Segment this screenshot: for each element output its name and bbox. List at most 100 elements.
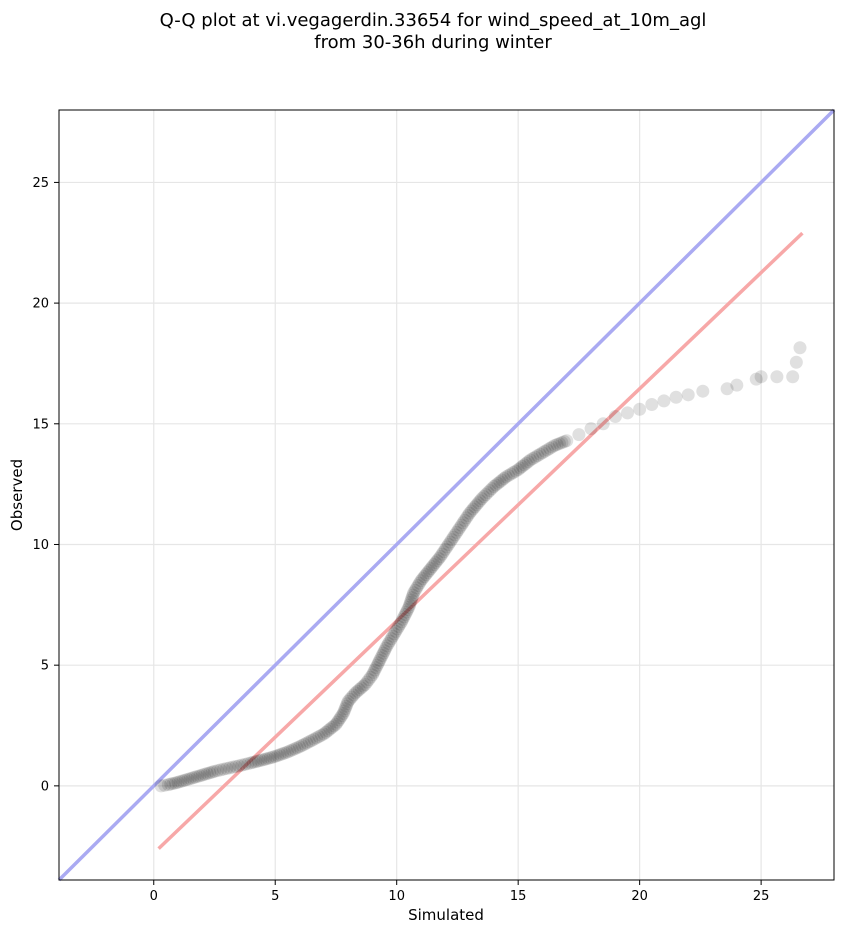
qq-point: [517, 458, 531, 472]
qq-point: [459, 511, 473, 525]
qq-point: [411, 579, 425, 593]
qq-point: [696, 384, 710, 398]
qq-point: [332, 713, 346, 727]
y-tick-label: 20: [32, 297, 49, 312]
qq-point: [485, 482, 499, 496]
qq-point: [461, 509, 475, 523]
qq-point: [379, 641, 393, 655]
qq-point: [468, 500, 482, 514]
qq-point: [548, 439, 562, 453]
qq-point: [360, 675, 374, 689]
qq-point: [521, 455, 535, 469]
qq-point: [367, 665, 381, 679]
qq-point: [720, 382, 734, 396]
qq-point: [407, 586, 421, 600]
qq-point: [280, 745, 294, 759]
qq-point: [405, 591, 419, 605]
qq-point: [347, 688, 361, 702]
x-tick-label: 25: [753, 889, 770, 904]
qq-point: [473, 494, 487, 508]
qq-point: [207, 764, 221, 778]
qq-point: [335, 709, 349, 723]
qq-point: [302, 735, 316, 749]
qq-point: [401, 603, 415, 617]
qq-point: [375, 649, 389, 663]
qq-point: [293, 740, 307, 754]
qq-point: [381, 636, 395, 650]
qq-point: [169, 776, 183, 790]
qq-point: [380, 639, 394, 653]
qq-point: [557, 435, 571, 449]
qq-point: [645, 397, 659, 411]
qq-point: [552, 437, 566, 451]
qq-point: [479, 488, 493, 502]
qq-point: [403, 595, 417, 609]
qq-point: [399, 605, 413, 619]
qq-point: [416, 572, 430, 586]
qq-point: [497, 472, 511, 486]
x-tick-label: 5: [271, 889, 279, 904]
qq-point: [352, 683, 366, 697]
qq-point: [414, 574, 428, 588]
qq-point: [389, 624, 403, 638]
qq-point: [256, 753, 270, 767]
chart-title-line-2: from 30-36h during winter: [314, 32, 552, 53]
qq-point: [519, 456, 533, 470]
qq-point: [283, 744, 297, 758]
qq-point: [371, 656, 385, 670]
qq-point: [513, 461, 527, 475]
qq-point: [251, 754, 265, 768]
qq-point: [390, 622, 404, 636]
qq-point: [445, 533, 459, 547]
qq-point: [402, 600, 416, 614]
qq-point: [178, 773, 192, 787]
qq-point: [749, 372, 763, 386]
qq-point: [450, 525, 464, 539]
qq-point: [584, 422, 598, 436]
qq-point: [493, 475, 507, 489]
qq-point: [398, 607, 412, 621]
data-points: [154, 341, 807, 793]
qq-point: [358, 677, 372, 691]
qq-point: [463, 506, 477, 520]
qq-point: [195, 768, 209, 782]
qq-point: [276, 747, 290, 761]
qq-point: [241, 757, 255, 771]
qq-point: [793, 341, 807, 355]
qq-point: [456, 516, 470, 530]
qq-point: [432, 552, 446, 566]
qq-point: [307, 732, 321, 746]
y-tick-label: 5: [41, 659, 49, 674]
y-tick-label: 25: [32, 176, 49, 191]
qq-point: [464, 504, 478, 518]
qq-point: [384, 632, 398, 646]
qq-point: [211, 764, 225, 778]
qq-point: [176, 774, 190, 788]
qq-point: [183, 772, 197, 786]
qq-point: [373, 653, 387, 667]
qq-point: [491, 476, 505, 490]
qq-point: [323, 722, 337, 736]
qq-point: [370, 658, 384, 672]
qq-point: [235, 758, 249, 772]
qq-point: [477, 490, 491, 504]
qq-point: [533, 447, 547, 461]
qq-point: [362, 673, 376, 687]
qq-point: [540, 443, 554, 457]
qq-point: [538, 444, 552, 458]
plot-frame: [58, 109, 835, 881]
qq-point: [448, 528, 462, 542]
chart-title-line-1: Q-Q plot at vi.vegagerdin.33654 for wind…: [160, 10, 707, 31]
qq-point: [259, 752, 273, 766]
qq-point: [408, 583, 422, 597]
qq-point: [285, 743, 299, 757]
qq-point: [297, 737, 311, 751]
qq-point: [770, 370, 784, 384]
qq-point: [376, 646, 390, 660]
qq-point: [657, 394, 671, 408]
qq-point: [523, 453, 537, 467]
qq-point: [329, 717, 343, 731]
qq-point: [504, 467, 518, 481]
qq-point: [410, 581, 424, 595]
qq-point: [555, 436, 569, 450]
